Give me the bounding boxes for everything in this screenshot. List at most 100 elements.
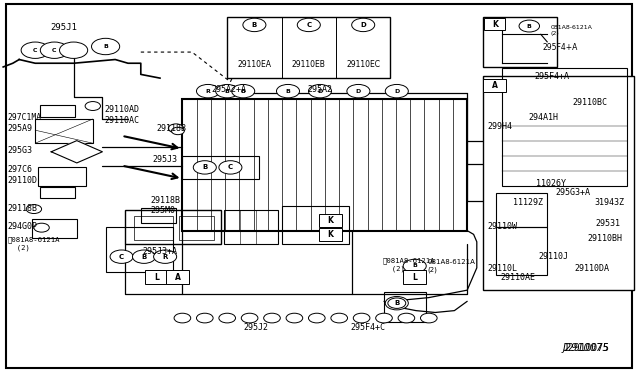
- Circle shape: [347, 84, 370, 98]
- Circle shape: [92, 38, 120, 55]
- Text: 29110EC: 29110EC: [346, 60, 380, 69]
- Circle shape: [172, 127, 184, 135]
- Text: B: B: [527, 23, 532, 29]
- Circle shape: [60, 42, 88, 58]
- Text: B: B: [225, 89, 230, 94]
- Text: 29118B: 29118B: [150, 196, 180, 205]
- Text: ⑲081A8-6121A
  (2): ⑲081A8-6121A (2): [8, 237, 60, 251]
- Text: D: D: [394, 89, 399, 94]
- Circle shape: [243, 18, 266, 32]
- Circle shape: [376, 313, 392, 323]
- Circle shape: [40, 42, 68, 58]
- Bar: [145, 270, 168, 284]
- Bar: [483, 79, 506, 92]
- Text: A: A: [492, 81, 498, 90]
- Circle shape: [168, 124, 184, 133]
- Bar: [282, 206, 349, 244]
- Text: D: D: [356, 89, 361, 94]
- Circle shape: [110, 250, 133, 263]
- Text: L: L: [154, 273, 159, 282]
- Bar: [484, 18, 505, 30]
- Text: C: C: [228, 164, 233, 170]
- Circle shape: [308, 84, 332, 98]
- Text: C: C: [52, 48, 57, 53]
- Bar: [227, 17, 390, 78]
- Circle shape: [216, 84, 239, 98]
- Text: 295J3+A: 295J3+A: [142, 247, 177, 256]
- Text: C: C: [306, 22, 312, 28]
- Bar: [384, 292, 426, 322]
- Text: 11026Y: 11026Y: [536, 179, 566, 187]
- Bar: [40, 105, 75, 117]
- Text: 297C1MA: 297C1MA: [8, 113, 42, 122]
- Text: 295F4+A: 295F4+A: [542, 44, 577, 52]
- Text: B: B: [412, 263, 417, 269]
- Text: L: L: [412, 273, 417, 282]
- Bar: [502, 68, 627, 186]
- Text: 295F4+A: 295F4+A: [534, 72, 570, 81]
- Circle shape: [196, 84, 220, 98]
- Circle shape: [132, 250, 156, 263]
- Text: 29110AC: 29110AC: [104, 116, 140, 125]
- Bar: [319, 214, 342, 227]
- Text: B: B: [285, 89, 291, 94]
- Text: 29110D: 29110D: [8, 176, 38, 185]
- Circle shape: [34, 223, 49, 232]
- Text: K: K: [327, 216, 333, 225]
- Text: 299H4: 299H4: [488, 122, 513, 131]
- Text: 295J1: 295J1: [51, 23, 77, 32]
- Text: 11129Z: 11129Z: [513, 198, 543, 207]
- Text: J2910075: J2910075: [562, 343, 609, 353]
- Text: 295M0: 295M0: [150, 206, 175, 215]
- Text: K: K: [492, 20, 498, 29]
- Circle shape: [353, 313, 370, 323]
- Text: R: R: [205, 89, 211, 94]
- Bar: [179, 216, 214, 240]
- Text: C: C: [33, 48, 38, 53]
- Circle shape: [196, 313, 213, 323]
- Text: B: B: [241, 89, 246, 94]
- Text: 081A8-6121A
(2): 081A8-6121A (2): [428, 259, 476, 273]
- Text: 295G3+A: 295G3+A: [556, 188, 591, 197]
- Circle shape: [264, 313, 280, 323]
- Circle shape: [352, 18, 375, 32]
- Text: B: B: [141, 254, 147, 260]
- Text: 294G0P: 294G0P: [8, 222, 38, 231]
- Text: 29118B: 29118B: [8, 204, 38, 213]
- Bar: [106, 227, 173, 272]
- Text: 29110BH: 29110BH: [588, 234, 623, 243]
- Text: 295G3: 295G3: [8, 146, 33, 155]
- Circle shape: [519, 20, 540, 32]
- Bar: [182, 99, 467, 231]
- Text: 295A2+A: 295A2+A: [211, 85, 246, 94]
- Bar: [32, 219, 77, 238]
- Text: 295A2: 295A2: [307, 85, 332, 94]
- Bar: [403, 270, 426, 284]
- Circle shape: [193, 161, 216, 174]
- Text: 29110W: 29110W: [488, 222, 518, 231]
- Circle shape: [85, 102, 100, 110]
- Circle shape: [232, 84, 255, 98]
- Bar: [125, 210, 221, 244]
- Circle shape: [298, 18, 321, 32]
- Text: B: B: [103, 44, 108, 49]
- Circle shape: [174, 313, 191, 323]
- Circle shape: [308, 313, 325, 323]
- Text: 295A9: 295A9: [8, 124, 33, 133]
- Bar: [496, 227, 547, 275]
- Text: 31943Z: 31943Z: [594, 198, 624, 207]
- Circle shape: [21, 42, 49, 58]
- Circle shape: [331, 313, 348, 323]
- Text: 29110DA: 29110DA: [575, 264, 610, 273]
- Circle shape: [219, 161, 242, 174]
- Text: B: B: [394, 300, 399, 306]
- Text: 294A1H: 294A1H: [528, 113, 558, 122]
- Circle shape: [403, 259, 426, 273]
- Text: 29110EB: 29110EB: [292, 60, 326, 69]
- Circle shape: [276, 84, 300, 98]
- Text: 29110AE: 29110AE: [500, 273, 536, 282]
- Bar: [319, 228, 342, 241]
- Bar: [483, 17, 557, 67]
- Circle shape: [241, 313, 258, 323]
- Bar: [166, 270, 189, 284]
